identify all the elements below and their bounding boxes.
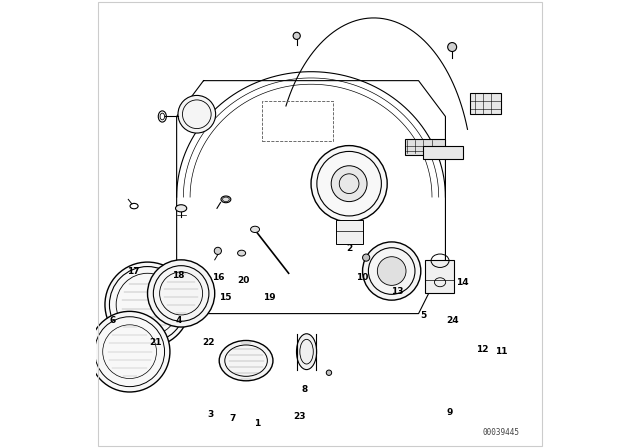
Text: 10: 10: [356, 273, 369, 282]
Circle shape: [378, 257, 406, 285]
Bar: [262, 101, 333, 141]
Text: 23: 23: [294, 412, 306, 421]
Text: 11: 11: [495, 347, 508, 356]
Text: 19: 19: [264, 293, 276, 302]
Bar: [336, 220, 362, 244]
Ellipse shape: [296, 334, 317, 370]
Bar: [425, 260, 454, 293]
Text: 7: 7: [230, 414, 236, 423]
Text: 21: 21: [149, 338, 161, 347]
Circle shape: [448, 43, 457, 52]
Ellipse shape: [220, 340, 273, 381]
Bar: [405, 139, 445, 155]
Text: 1: 1: [254, 419, 260, 428]
Circle shape: [332, 166, 367, 202]
Text: 12: 12: [476, 345, 488, 354]
Circle shape: [326, 370, 332, 375]
Text: 16: 16: [212, 273, 224, 282]
Bar: [423, 146, 463, 159]
Bar: [470, 93, 502, 114]
Ellipse shape: [237, 250, 246, 256]
Text: 18: 18: [172, 271, 184, 280]
Circle shape: [362, 242, 421, 300]
Circle shape: [178, 95, 216, 133]
Circle shape: [214, 247, 221, 254]
Text: 00039445: 00039445: [483, 428, 520, 437]
Text: 6: 6: [110, 316, 116, 325]
Circle shape: [311, 146, 387, 222]
Text: 3: 3: [207, 410, 213, 419]
Text: 4: 4: [176, 316, 182, 325]
Text: 24: 24: [446, 316, 458, 325]
Text: 14: 14: [456, 278, 468, 287]
Ellipse shape: [251, 226, 260, 233]
Text: 15: 15: [219, 293, 231, 302]
Ellipse shape: [175, 205, 187, 212]
Text: 9: 9: [447, 408, 453, 417]
Text: 22: 22: [203, 338, 215, 347]
Text: 13: 13: [391, 287, 403, 296]
Circle shape: [362, 254, 370, 261]
Text: 20: 20: [237, 276, 249, 284]
Circle shape: [293, 32, 300, 39]
Circle shape: [105, 262, 190, 347]
Text: 5: 5: [420, 311, 426, 320]
Circle shape: [148, 260, 215, 327]
Circle shape: [90, 311, 170, 392]
Text: 8: 8: [301, 385, 307, 394]
Ellipse shape: [221, 196, 231, 203]
Text: 17: 17: [127, 267, 140, 276]
Text: 2: 2: [346, 244, 352, 253]
